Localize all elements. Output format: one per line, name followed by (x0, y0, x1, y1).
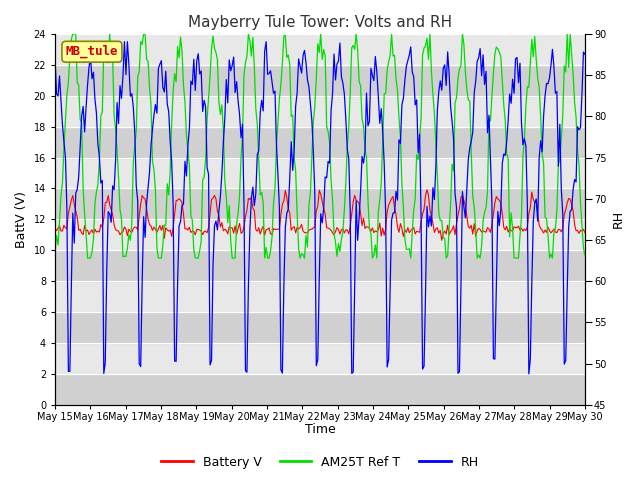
Bar (55, 65, 585, 96)
Bar (55, 374, 585, 405)
X-axis label: Time: Time (305, 423, 335, 436)
Bar (55, 219, 585, 250)
Bar (55, 34, 585, 65)
Bar (55, 343, 585, 374)
Text: MB_tule: MB_tule (66, 45, 118, 59)
Bar (55, 157, 585, 189)
Bar (55, 281, 585, 312)
Legend: Battery V, AM25T Ref T, RH: Battery V, AM25T Ref T, RH (156, 451, 484, 474)
Bar (55, 127, 585, 157)
Bar (55, 96, 585, 127)
Y-axis label: BattV (V): BattV (V) (15, 191, 28, 248)
Bar (55, 312, 585, 343)
Bar (55, 189, 585, 219)
Bar (55, 250, 585, 281)
Y-axis label: RH: RH (612, 210, 625, 228)
Title: Mayberry Tule Tower: Volts and RH: Mayberry Tule Tower: Volts and RH (188, 15, 452, 30)
